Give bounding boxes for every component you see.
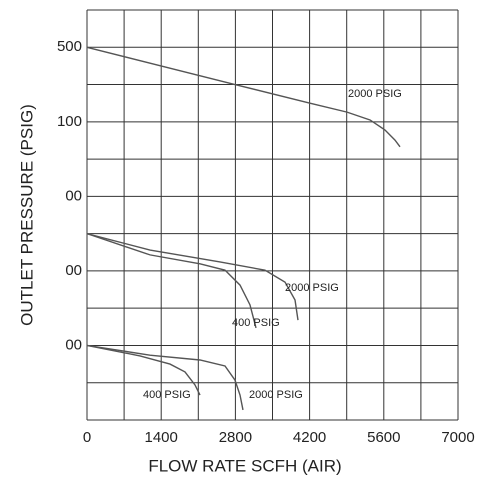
curve-label: 400 PSIG <box>232 317 280 329</box>
y-tick-label: 00 <box>65 187 82 204</box>
curve-label: 2000 PSIG <box>249 389 303 401</box>
curve-label: 2000 PSIG <box>348 88 402 100</box>
x-tick-label: 4200 <box>293 429 326 446</box>
curve <box>86 232 257 329</box>
x-tick-label: 0 <box>83 429 91 446</box>
x-tick-label: 7000 <box>441 429 474 446</box>
y-tick-label: 00 <box>65 262 82 279</box>
x-tick-label: 1400 <box>145 429 178 446</box>
curve-label: 400 PSIG <box>143 389 191 401</box>
y-tick-label: 500 <box>57 38 82 55</box>
curve <box>86 46 401 148</box>
curve <box>86 344 201 396</box>
y-tick-label: 100 <box>57 113 82 130</box>
x-tick-label: 2800 <box>219 429 252 446</box>
curve <box>86 344 244 411</box>
y-tick-label: 00 <box>65 336 82 353</box>
curve-label: 2000 PSIG <box>285 282 339 294</box>
curve <box>86 232 299 321</box>
y-axis-title: OUTLET PRESSURE (PSIG) <box>17 104 36 326</box>
x-tick-label: 5600 <box>367 429 400 446</box>
x-axis-title: FLOW RATE SCFH (AIR) <box>148 456 341 475</box>
